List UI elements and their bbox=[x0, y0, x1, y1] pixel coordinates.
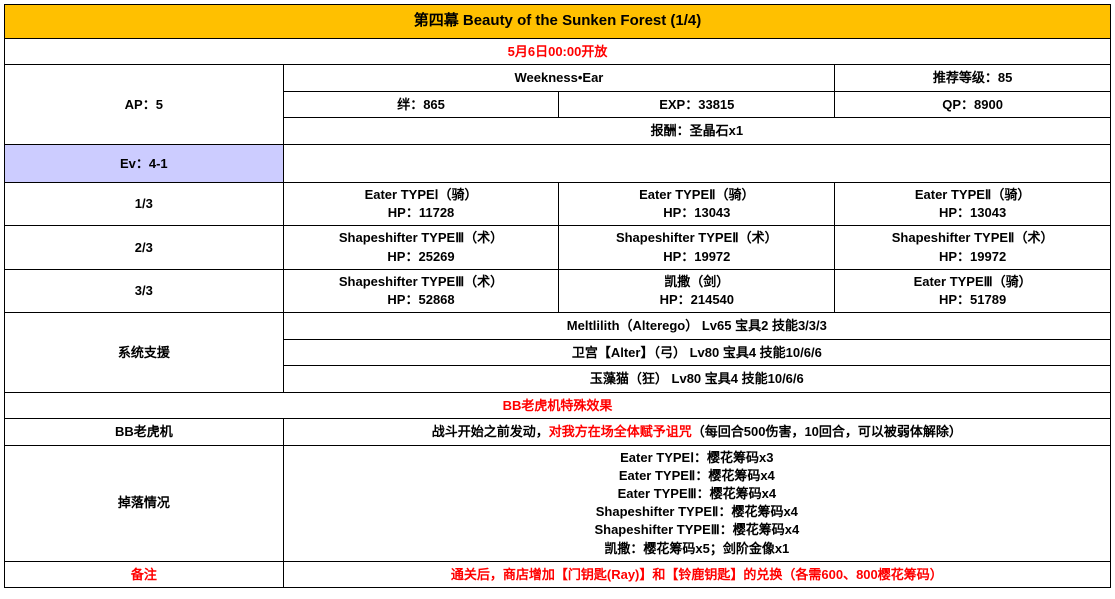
support-2: 卫宫【Alter】（弓） Lv80 宝具4 技能10/6/6 bbox=[283, 339, 1110, 366]
ev-row: Ev：4-1 bbox=[5, 144, 1111, 183]
weakness-cell: Weekness•Ear bbox=[283, 65, 835, 92]
drops-row: 掉落情况 Eater TYPEⅠ：樱花筹码x3 Eater TYPEⅡ：樱花筹码… bbox=[5, 445, 1111, 561]
bb-header-row: BB老虎机特殊效果 bbox=[5, 392, 1111, 419]
wave-2-enemy-2: Shapeshifter TYPEⅡ（术） HP：19972 bbox=[559, 226, 835, 269]
enemy-name: Eater TYPEⅡ（骑） bbox=[915, 187, 1030, 202]
enemy-hp: HP：51789 bbox=[939, 292, 1006, 307]
enemy-hp: HP：13043 bbox=[939, 205, 1006, 220]
quest-table: 第四幕 Beauty of the Sunken Forest (1/4) 5月… bbox=[4, 4, 1111, 588]
wave-3-enemy-3: Eater TYPEⅢ（骑） HP：51789 bbox=[835, 269, 1111, 312]
ev-empty bbox=[283, 144, 1110, 183]
bb-desc-post: （每回合500伤害，10回合，可以被弱体解除） bbox=[692, 424, 962, 439]
drop-line: Eater TYPEⅢ：樱花筹码x4 bbox=[618, 486, 777, 501]
enemy-name: Shapeshifter TYPEⅡ（术） bbox=[892, 230, 1054, 245]
quest-title: 第四幕 Beauty of the Sunken Forest (1/4) bbox=[5, 5, 1111, 39]
reward-cell: 报酬：圣晶石x1 bbox=[283, 118, 1110, 145]
enemy-hp: HP：214540 bbox=[660, 292, 734, 307]
exp-cell: EXP：33815 bbox=[559, 91, 835, 118]
bb-row: BB老虎机 战斗开始之前发动，对我方在场全体赋予诅咒（每回合500伤害，10回合… bbox=[5, 419, 1111, 446]
wave-1-enemy-1: Eater TYPEⅠ（骑） HP：11728 bbox=[283, 183, 559, 226]
ev-label: Ev：4-1 bbox=[5, 144, 284, 183]
drop-line: Eater TYPEⅡ：樱花筹码x4 bbox=[619, 468, 775, 483]
info-row-1: AP：5 Weekness•Ear 推荐等级：85 bbox=[5, 65, 1111, 92]
wave-3-label: 3/3 bbox=[5, 269, 284, 312]
enemy-name: Shapeshifter TYPEⅢ（术） bbox=[339, 274, 503, 289]
enemy-name: Shapeshifter TYPEⅢ（术） bbox=[339, 230, 503, 245]
wave-2-enemy-3: Shapeshifter TYPEⅡ（术） HP：19972 bbox=[835, 226, 1111, 269]
enemy-name: Shapeshifter TYPEⅡ（术） bbox=[616, 230, 778, 245]
wave-1-row: 1/3 Eater TYPEⅠ（骑） HP：11728 Eater TYPEⅡ（… bbox=[5, 183, 1111, 226]
enemy-name: Eater TYPEⅡ（骑） bbox=[639, 187, 754, 202]
enemy-hp: HP：13043 bbox=[663, 205, 730, 220]
note-row: 备注 通关后，商店增加【门钥匙(Ray)】和【铃鹿钥匙】的兑换（各需600、80… bbox=[5, 561, 1111, 588]
enemy-name: Eater TYPEⅢ（骑） bbox=[914, 274, 1032, 289]
bb-desc-red: 对我方在场全体赋予诅咒 bbox=[549, 424, 692, 439]
wave-3-row: 3/3 Shapeshifter TYPEⅢ（术） HP：52868 凯撒（剑）… bbox=[5, 269, 1111, 312]
wave-1-label: 1/3 bbox=[5, 183, 284, 226]
support-label: 系统支援 bbox=[5, 313, 284, 393]
enemy-hp: HP：19972 bbox=[939, 249, 1006, 264]
drop-line: Eater TYPEⅠ：樱花筹码x3 bbox=[620, 450, 773, 465]
wave-2-label: 2/3 bbox=[5, 226, 284, 269]
note-label: 备注 bbox=[5, 561, 284, 588]
wave-2-enemy-1: Shapeshifter TYPEⅢ（术） HP：25269 bbox=[283, 226, 559, 269]
drops-label: 掉落情况 bbox=[5, 445, 284, 561]
enemy-name: 凯撒（剑） bbox=[664, 274, 729, 289]
wave-2-row: 2/3 Shapeshifter TYPEⅢ（术） HP：25269 Shape… bbox=[5, 226, 1111, 269]
open-time-row: 5月6日00:00开放 bbox=[5, 38, 1111, 65]
wave-1-enemy-2: Eater TYPEⅡ（骑） HP：13043 bbox=[559, 183, 835, 226]
bb-desc-pre: 战斗开始之前发动， bbox=[432, 424, 549, 439]
drop-line: Shapeshifter TYPEⅢ：樱花筹码x4 bbox=[594, 522, 799, 537]
ap-cell: AP：5 bbox=[5, 65, 284, 145]
bb-header: BB老虎机特殊效果 bbox=[5, 392, 1111, 419]
drop-line: Shapeshifter TYPEⅡ：樱花筹码x4 bbox=[596, 504, 798, 519]
wave-3-enemy-1: Shapeshifter TYPEⅢ（术） HP：52868 bbox=[283, 269, 559, 312]
enemy-hp: HP：19972 bbox=[663, 249, 730, 264]
bond-cell: 绊：865 bbox=[283, 91, 559, 118]
note-text: 通关后，商店增加【门钥匙(Ray)】和【铃鹿钥匙】的兑换（各需600、800樱花… bbox=[283, 561, 1110, 588]
enemy-hp: HP：52868 bbox=[387, 292, 454, 307]
open-time: 5月6日00:00开放 bbox=[5, 38, 1111, 65]
enemy-hp: HP：25269 bbox=[387, 249, 454, 264]
support-3: 玉藻猫（狂） Lv80 宝具4 技能10/6/6 bbox=[283, 366, 1110, 393]
drop-line: 凯撒：樱花筹码x5；剑阶金像x1 bbox=[604, 541, 789, 556]
wave-1-enemy-3: Eater TYPEⅡ（骑） HP：13043 bbox=[835, 183, 1111, 226]
qp-cell: QP：8900 bbox=[835, 91, 1111, 118]
rec-level-cell: 推荐等级：85 bbox=[835, 65, 1111, 92]
enemy-hp: HP：11728 bbox=[388, 205, 455, 220]
support-row-1: 系统支援 Meltlilith（Alterego） Lv65 宝具2 技能3/3… bbox=[5, 313, 1111, 340]
enemy-name: Eater TYPEⅠ（骑） bbox=[365, 187, 478, 202]
drops-content: Eater TYPEⅠ：樱花筹码x3 Eater TYPEⅡ：樱花筹码x4 Ea… bbox=[283, 445, 1110, 561]
bb-label: BB老虎机 bbox=[5, 419, 284, 446]
wave-3-enemy-2: 凯撒（剑） HP：214540 bbox=[559, 269, 835, 312]
title-row: 第四幕 Beauty of the Sunken Forest (1/4) bbox=[5, 5, 1111, 39]
bb-desc: 战斗开始之前发动，对我方在场全体赋予诅咒（每回合500伤害，10回合，可以被弱体… bbox=[283, 419, 1110, 446]
support-1: Meltlilith（Alterego） Lv65 宝具2 技能3/3/3 bbox=[283, 313, 1110, 340]
